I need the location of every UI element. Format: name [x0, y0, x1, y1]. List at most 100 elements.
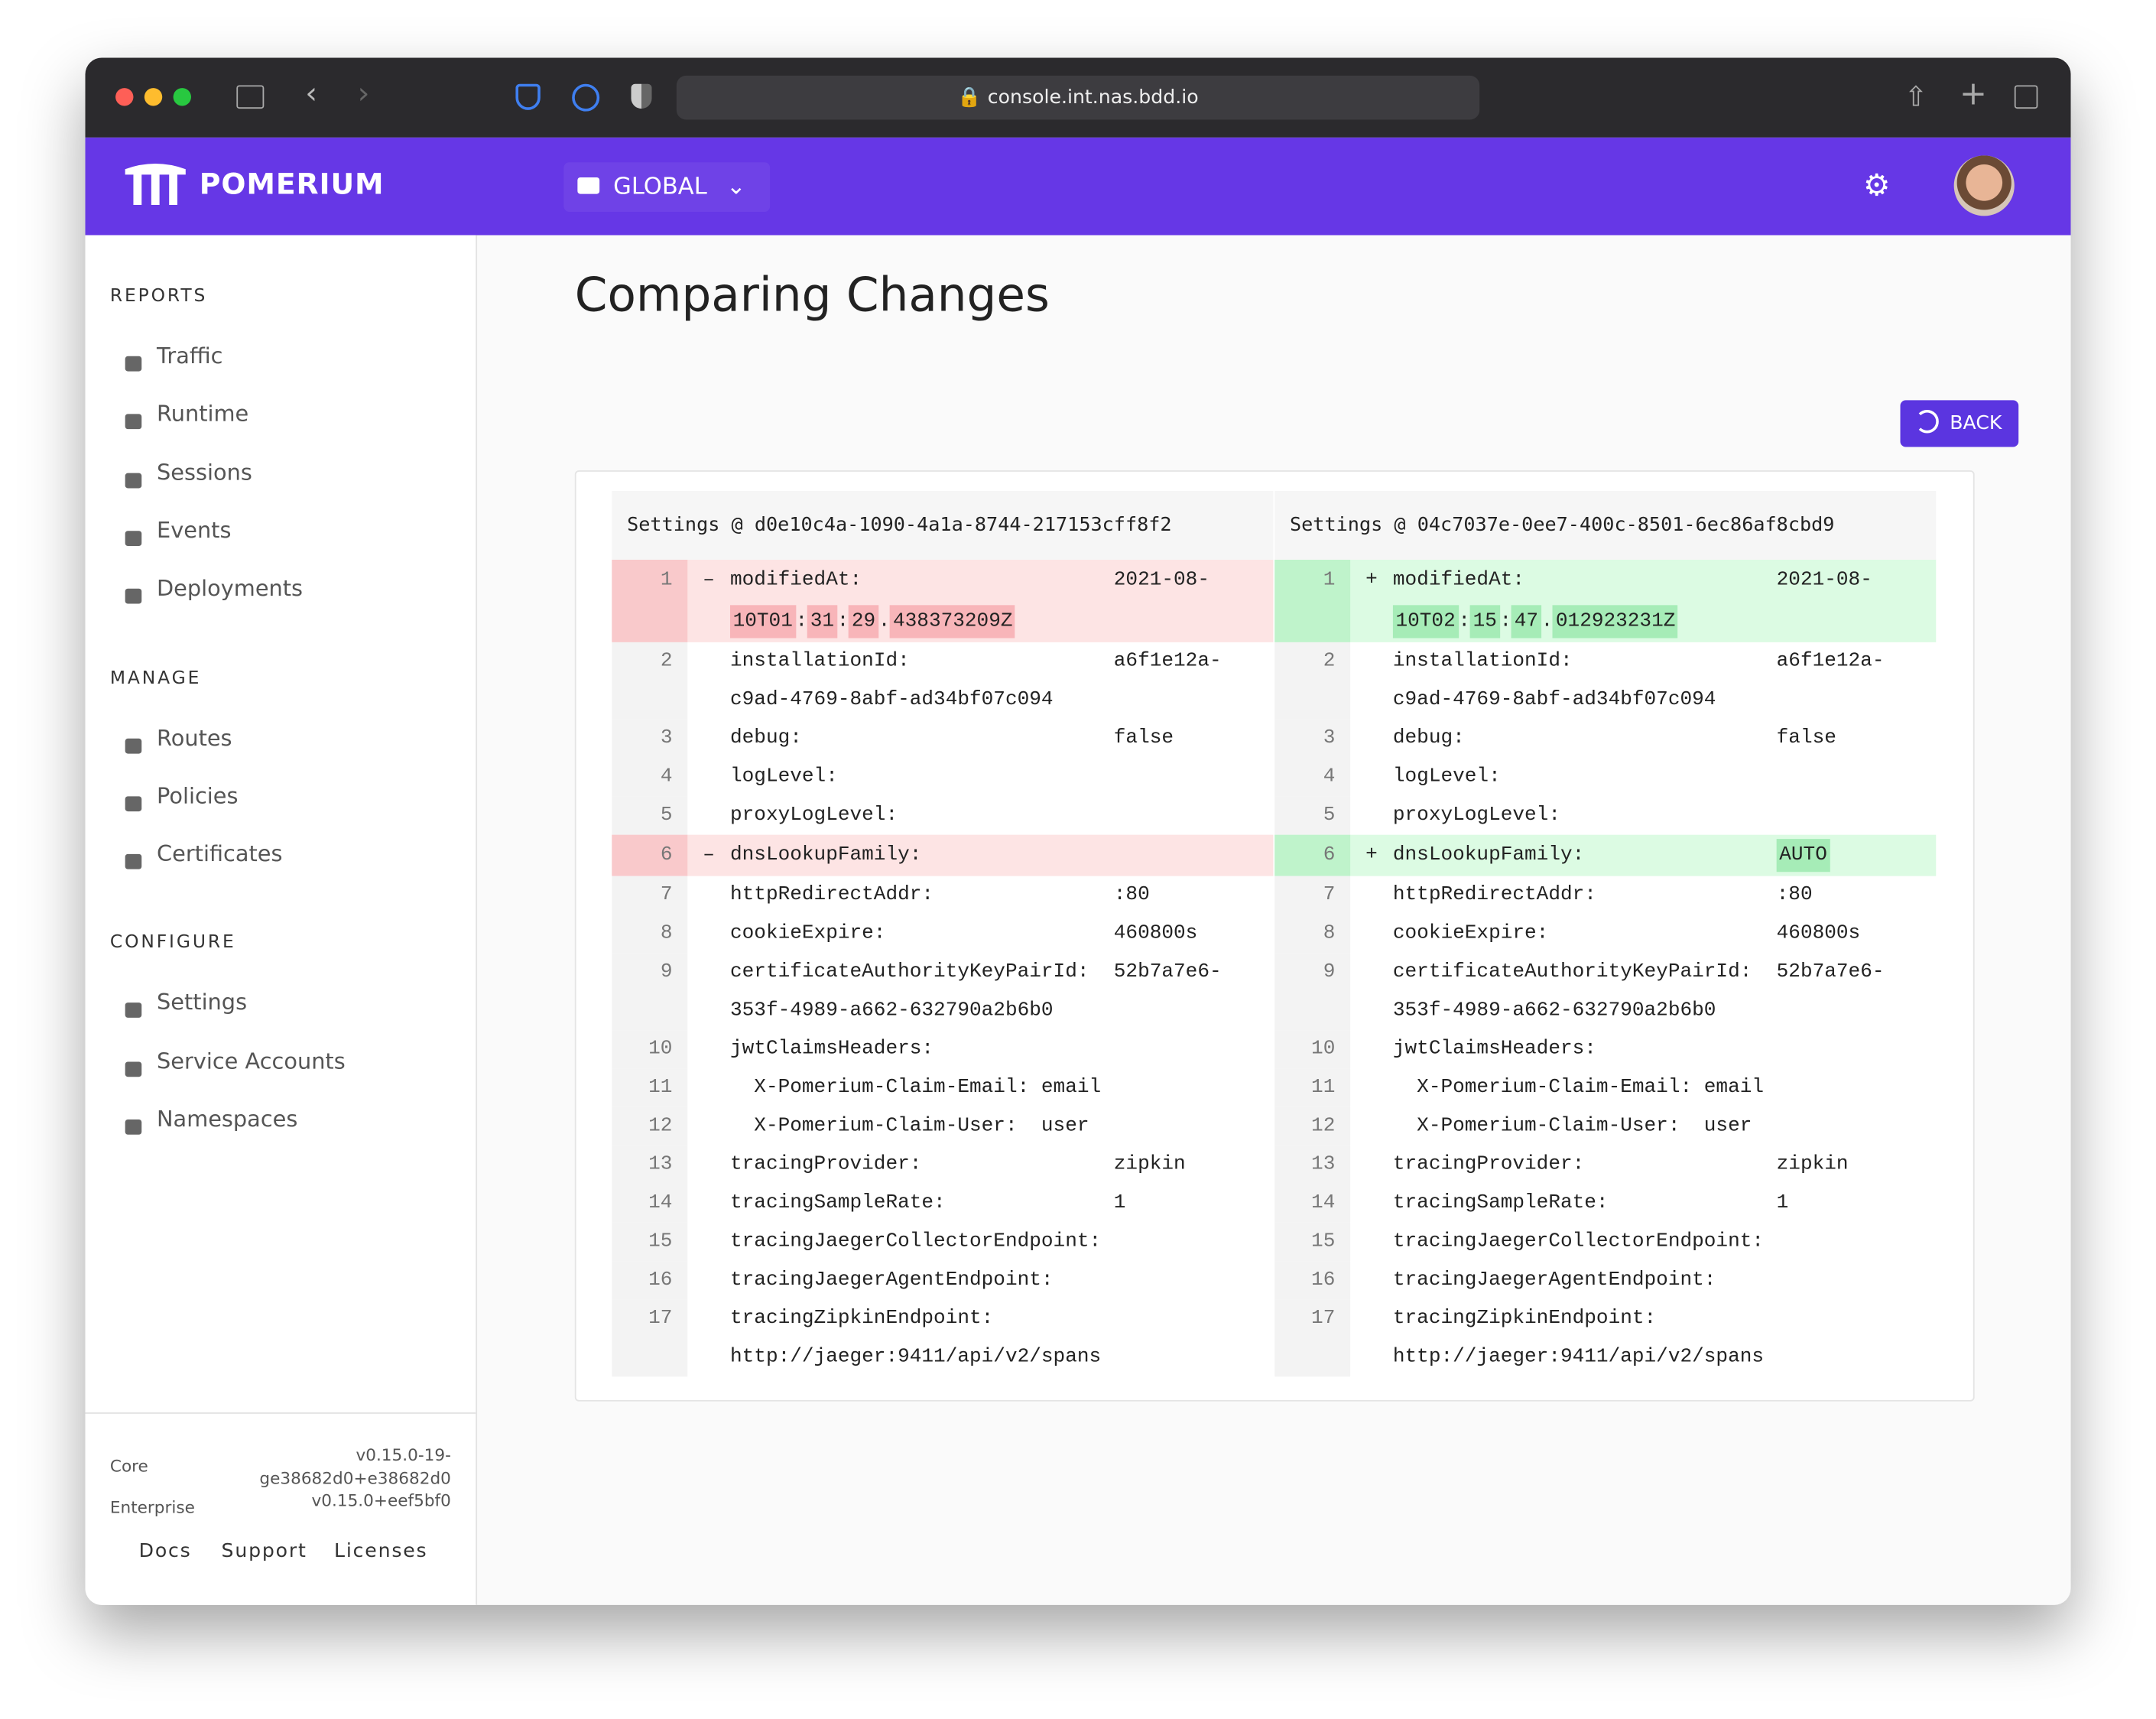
diff-column: Settings @ 04c7037e-0ee7-400c-8501-6ec86… — [1274, 491, 1937, 1377]
change-marker — [687, 1145, 730, 1184]
setting-key: logLevel: — [730, 765, 838, 788]
app-header: POMERIUM GLOBAL ⌄ ⚙ — [85, 137, 2071, 236]
back-button[interactable]: BACK — [1900, 400, 2019, 447]
setting-value: :80 — [1776, 884, 1813, 907]
line-text: installationId: a6f1e12a-c9ad-4769-8abf-a… — [1393, 642, 1936, 720]
diff-line: 6 + dnsLookupFamily: AUTO — [1274, 834, 1937, 876]
zoom-button[interactable] — [173, 88, 191, 106]
sidebar-footer: Core v0.15.0-19-ge38682d0+e38682d0 Enterpr… — [85, 1412, 476, 1605]
line-text: dnsLookupFamily: AUTO — [1393, 835, 1936, 876]
setting-key: httpRedirectAddr: — [1392, 884, 1596, 907]
change-marker: – — [703, 569, 715, 592]
section-title: CONFIGURE — [109, 933, 236, 954]
diff-line: 8 cookieExpire: 460800s — [612, 915, 1273, 954]
line-number: 1 — [1274, 559, 1351, 642]
line-text: cookieExpire: 460800s — [1393, 915, 1936, 953]
diff-line: 15 tracingJaegerCollectorEndpoint: — [1274, 1222, 1936, 1262]
settings-button[interactable]: ⚙ — [1862, 169, 1891, 204]
footer-link[interactable]: Support — [221, 1540, 307, 1563]
change-marker — [687, 1223, 730, 1261]
sidebar-toggle[interactable] — [236, 85, 265, 109]
version-value: v0.15.0+eef5bf0 — [311, 1490, 451, 1510]
diff-line: 9 certificateAuthorityKeyPairId: 52b7a7e6-… — [612, 953, 1273, 1031]
value-part: 012923231Z — [1553, 605, 1678, 639]
line-number: 8 — [612, 915, 688, 954]
setting-value: 1 — [1776, 1192, 1789, 1215]
setting-value: zipkin — [1113, 1153, 1186, 1176]
new-tab-button[interactable]: + — [1959, 74, 1988, 113]
extension-icon[interactable] — [631, 83, 652, 109]
nav-item[interactable]: Certificates — [157, 840, 283, 867]
line-number: 4 — [612, 757, 688, 797]
nav-item[interactable]: Routes — [157, 723, 232, 751]
minimize-button[interactable] — [144, 88, 163, 106]
nav-item[interactable]: Policies — [157, 782, 239, 809]
setting-value: zipkin — [1776, 1153, 1849, 1176]
setting-key: installationId: — [1392, 650, 1573, 673]
nav-item[interactable]: Service Accounts — [157, 1047, 346, 1074]
nav-item[interactable]: Runtime — [157, 400, 249, 427]
setting-key: proxyLogLevel: — [730, 804, 898, 827]
diff-line: 16 tracingJaegerAgentEndpoint: — [612, 1261, 1273, 1300]
setting-key: X-Pomerium-Claim-User: user — [1392, 1115, 1752, 1138]
line-number: 16 — [1274, 1261, 1351, 1300]
line-number: 2 — [612, 642, 688, 720]
line-text: tracingJaegerAgentEndpoint: — [730, 1261, 1273, 1299]
value-part: 2021-08- — [1113, 569, 1210, 592]
nav-item[interactable]: Traffic — [157, 342, 223, 369]
value-part: 10T01 — [730, 605, 796, 639]
diff-line: 16 tracingJaegerAgentEndpoint: — [1274, 1261, 1936, 1300]
change-marker — [1350, 758, 1393, 796]
change-marker — [1350, 1261, 1393, 1299]
section-title: REPORTS — [109, 286, 208, 307]
tabs-button[interactable] — [2014, 85, 2038, 109]
address-bar[interactable]: 🔒 console.int.nas.bdd.io — [676, 75, 1480, 120]
setting-key: tracingJaegerAgentEndpoint: — [1392, 1269, 1716, 1292]
nav-icon — [125, 795, 142, 811]
setting-key: certificateAuthorityKeyPairId: — [730, 961, 1089, 983]
diff-line: 14 tracingSampleRate: 1 — [612, 1184, 1273, 1223]
share-button[interactable]: ⇧ — [1904, 80, 1928, 113]
line-number: 13 — [612, 1145, 688, 1184]
scope-selector[interactable]: GLOBAL ⌄ — [563, 162, 771, 212]
user-avatar[interactable] — [1953, 155, 2015, 216]
line-text: tracingProvider: zipkin — [1393, 1145, 1936, 1184]
browser-window: ‹ › 🔒 console.int.nas.bdd.io ⇧ + POMERIU… — [85, 57, 2071, 1605]
line-text: tracingJaegerAgentEndpoint: — [1393, 1261, 1936, 1299]
back-nav[interactable]: ‹ — [305, 76, 318, 112]
line-number: 11 — [612, 1068, 688, 1107]
nav-item[interactable]: Settings — [157, 989, 248, 1015]
line-number: 13 — [1274, 1145, 1351, 1184]
setting-key: tracingJaegerCollectorEndpoint: — [730, 1230, 1102, 1253]
line-text: tracingZipkinEndpoint: http://jaeger:9411… — [1393, 1300, 1936, 1377]
line-number: 17 — [1274, 1299, 1351, 1377]
setting-key: tracingZipkinEndpoint: — [730, 1308, 994, 1331]
extension-icon[interactable] — [572, 83, 600, 112]
line-number: 12 — [1274, 1106, 1351, 1146]
footer-link[interactable]: Docs — [138, 1540, 192, 1563]
nav-item[interactable]: Events — [157, 517, 232, 544]
line-text: logLevel: — [1393, 758, 1936, 796]
setting-value: 460800s — [1776, 922, 1861, 945]
url-text: console.int.nas.bdd.io — [987, 86, 1199, 109]
nav-item[interactable]: Namespaces — [157, 1105, 298, 1132]
nav-item[interactable]: Deployments — [157, 575, 304, 602]
footer-link[interactable]: Licenses — [334, 1540, 428, 1563]
setting-key: tracingProvider: — [730, 1153, 922, 1176]
line-number: 14 — [612, 1184, 688, 1223]
nav-icon — [125, 589, 142, 604]
value-part: 31 — [807, 605, 837, 639]
forward-nav[interactable]: › — [357, 76, 370, 112]
line-text: proxyLogLevel: — [730, 796, 1273, 834]
version-value: v0.15.0-19-ge38682d0+e38682d0 — [259, 1445, 451, 1488]
line-number: 9 — [1274, 953, 1351, 1031]
nav-icon — [125, 531, 142, 546]
value-part: . — [878, 610, 891, 633]
extension-icon[interactable] — [515, 83, 541, 110]
close-button[interactable] — [115, 88, 134, 106]
diff-line: 5 proxyLogLevel: — [1274, 796, 1936, 835]
nav-item[interactable]: Sessions — [157, 458, 252, 486]
setting-key: tracingSampleRate: — [730, 1192, 946, 1215]
change-marker — [1350, 1030, 1393, 1068]
line-text: proxyLogLevel: — [1393, 796, 1936, 834]
